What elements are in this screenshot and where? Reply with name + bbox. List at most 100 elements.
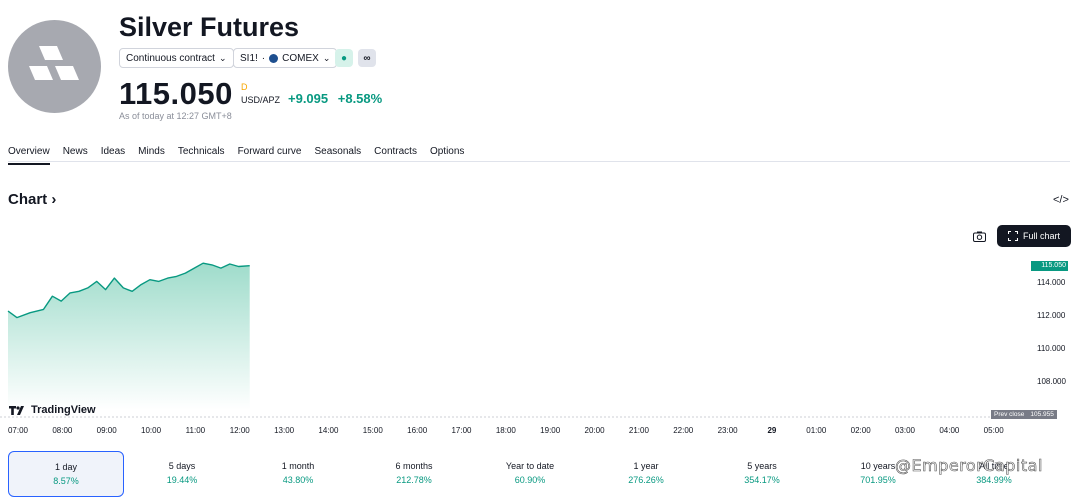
period-6-months[interactable]: 6 months 212.78%: [356, 451, 472, 497]
period-5-days[interactable]: 5 days 19.44%: [124, 451, 240, 497]
period-change: 8.57%: [53, 476, 79, 486]
x-axis-tick: 19:00: [540, 426, 561, 435]
tab-ideas[interactable]: Ideas: [100, 146, 126, 157]
period-all-time[interactable]: All time 384.99%: [936, 451, 1052, 497]
period-selector: 1 day 8.57% 5 days 19.44% 1 month 43.80%…: [8, 451, 1070, 497]
x-axis-tick: 29: [767, 426, 777, 435]
tab-overview[interactable]: Overview: [8, 146, 50, 165]
x-axis-tick: 23:00: [717, 426, 738, 435]
period-5-years[interactable]: 5 years 354.17%: [704, 451, 820, 497]
chevron-down-icon: ⌄: [218, 52, 227, 63]
contract-selector[interactable]: Continuous contract ⌄: [119, 48, 234, 68]
prev-close-value: 105.955: [1030, 411, 1054, 418]
price-unit: USD/APZ: [241, 95, 281, 105]
x-axis-tick: 13:00: [274, 426, 295, 435]
x-axis-tick: 05:00: [983, 426, 1004, 435]
period-10-years[interactable]: 10 years 701.95%: [820, 451, 936, 497]
prev-close-tag: Prev close 105.955: [991, 410, 1057, 419]
silver-bars-logo-icon: [8, 20, 101, 113]
tab-news[interactable]: News: [62, 146, 88, 157]
x-axis-tick: 04:00: [939, 426, 960, 435]
chart-section-title[interactable]: Chart ›: [8, 191, 56, 208]
period-1-year[interactable]: 1 year 276.26%: [588, 451, 704, 497]
period-change: 276.26%: [628, 475, 664, 485]
x-axis-tick: 17:00: [451, 426, 472, 435]
last-price: 115.050: [119, 76, 233, 111]
x-axis-tick: 16:00: [407, 426, 428, 435]
tab-minds[interactable]: Minds: [138, 146, 165, 157]
period-label: All time: [979, 461, 1009, 471]
tab-options[interactable]: Options: [429, 146, 465, 157]
change-percent: +8.58%: [337, 91, 383, 106]
tab-seasonals[interactable]: Seasonals: [314, 146, 362, 157]
y-axis-tick: 114.000: [1037, 278, 1066, 287]
exchange-flag-icon: [269, 53, 279, 63]
full-chart-button[interactable]: Full chart: [997, 225, 1071, 247]
period-label: 5 years: [747, 461, 777, 471]
separator-dot: ·: [261, 52, 266, 64]
change-absolute: +9.095: [288, 91, 329, 106]
tab-bar: Overview News Ideas Minds Technicals For…: [8, 146, 477, 165]
x-axis-tick: 10:00: [141, 426, 162, 435]
period-change: 19.44%: [166, 475, 198, 485]
period-label: 1 year: [633, 461, 659, 471]
y-axis-tick: 108.000: [1037, 377, 1066, 386]
watermark: @EmperorCapital: [895, 456, 1043, 476]
page-title: Silver Futures: [119, 12, 300, 42]
as-of-timestamp: As of today at 12:27 GMT+8: [119, 111, 232, 121]
symbol-label: SI1!: [240, 52, 258, 64]
symbol-exchange-selector[interactable]: SI1! · COMEX ⌄: [233, 48, 338, 68]
full-chart-label: Full chart: [1022, 231, 1060, 241]
y-axis-tick: 112.000: [1037, 311, 1066, 320]
tab-forward-curve[interactable]: Forward curve: [237, 146, 302, 157]
price-area-chart[interactable]: [0, 250, 1080, 425]
period-label: 6 months: [395, 461, 433, 471]
x-axis-tick: 18:00: [495, 426, 516, 435]
period-label: 1 day: [54, 462, 78, 472]
period-year-to-date[interactable]: Year to date 60.90%: [472, 451, 588, 497]
period-change: 60.90%: [514, 475, 546, 485]
chevron-down-icon: ⌄: [322, 52, 331, 63]
x-axis-tick: 21:00: [628, 426, 649, 435]
period-change: 354.17%: [744, 475, 780, 485]
x-axis-tick: 14:00: [318, 426, 339, 435]
price-area: [8, 263, 250, 410]
x-axis-tick: 22:00: [673, 426, 694, 435]
camera-icon[interactable]: [968, 226, 990, 246]
period-label: 10 years: [860, 461, 896, 471]
continuous-icon[interactable]: ∞: [358, 49, 376, 67]
tradingview-logo: TradingView: [9, 404, 96, 416]
tab-contracts[interactable]: Contracts: [374, 146, 417, 157]
tradingview-label: TradingView: [31, 404, 96, 416]
period-change: 212.78%: [396, 475, 432, 485]
tradingview-logo-icon: [9, 405, 24, 415]
period-label: Year to date: [505, 461, 555, 471]
embed-code-icon[interactable]: </>: [1053, 194, 1069, 206]
x-axis-tick: 09:00: [96, 426, 117, 435]
prev-close-label: Prev close: [994, 411, 1025, 418]
last-price-tag: 115.050: [1031, 261, 1068, 271]
y-axis-tick: 110.000: [1037, 344, 1066, 353]
x-axis-tick: 03:00: [894, 426, 916, 435]
market-status-icon[interactable]: ●: [335, 49, 353, 67]
price-line: [7, 262, 250, 319]
period-label: 1 month: [281, 461, 315, 471]
period-1-month[interactable]: 1 month 43.80%: [240, 451, 356, 497]
exchange-label: COMEX: [282, 52, 319, 64]
tab-technicals[interactable]: Technicals: [177, 146, 225, 157]
x-axis-tick: 12:00: [229, 426, 250, 435]
period-change: 43.80%: [282, 475, 314, 485]
price-change: +9.095 +8.58%: [288, 91, 388, 106]
chart-title-label: Chart: [8, 191, 48, 208]
tab-divider: [8, 161, 1070, 162]
x-axis-tick: 08:00: [52, 426, 73, 435]
x-axis-tick: 01:00: [806, 426, 827, 435]
price-delay-marker: D: [241, 82, 248, 92]
x-axis-tick: 11:00: [185, 426, 206, 435]
x-axis-tick: 07:00: [7, 426, 29, 435]
fullscreen-icon: [1007, 231, 1018, 241]
period-1-day[interactable]: 1 day 8.57%: [8, 451, 124, 497]
period-change: 384.99%: [976, 475, 1012, 485]
x-axis-tick: 20:00: [584, 426, 605, 435]
x-axis-tick: 15:00: [362, 426, 383, 435]
